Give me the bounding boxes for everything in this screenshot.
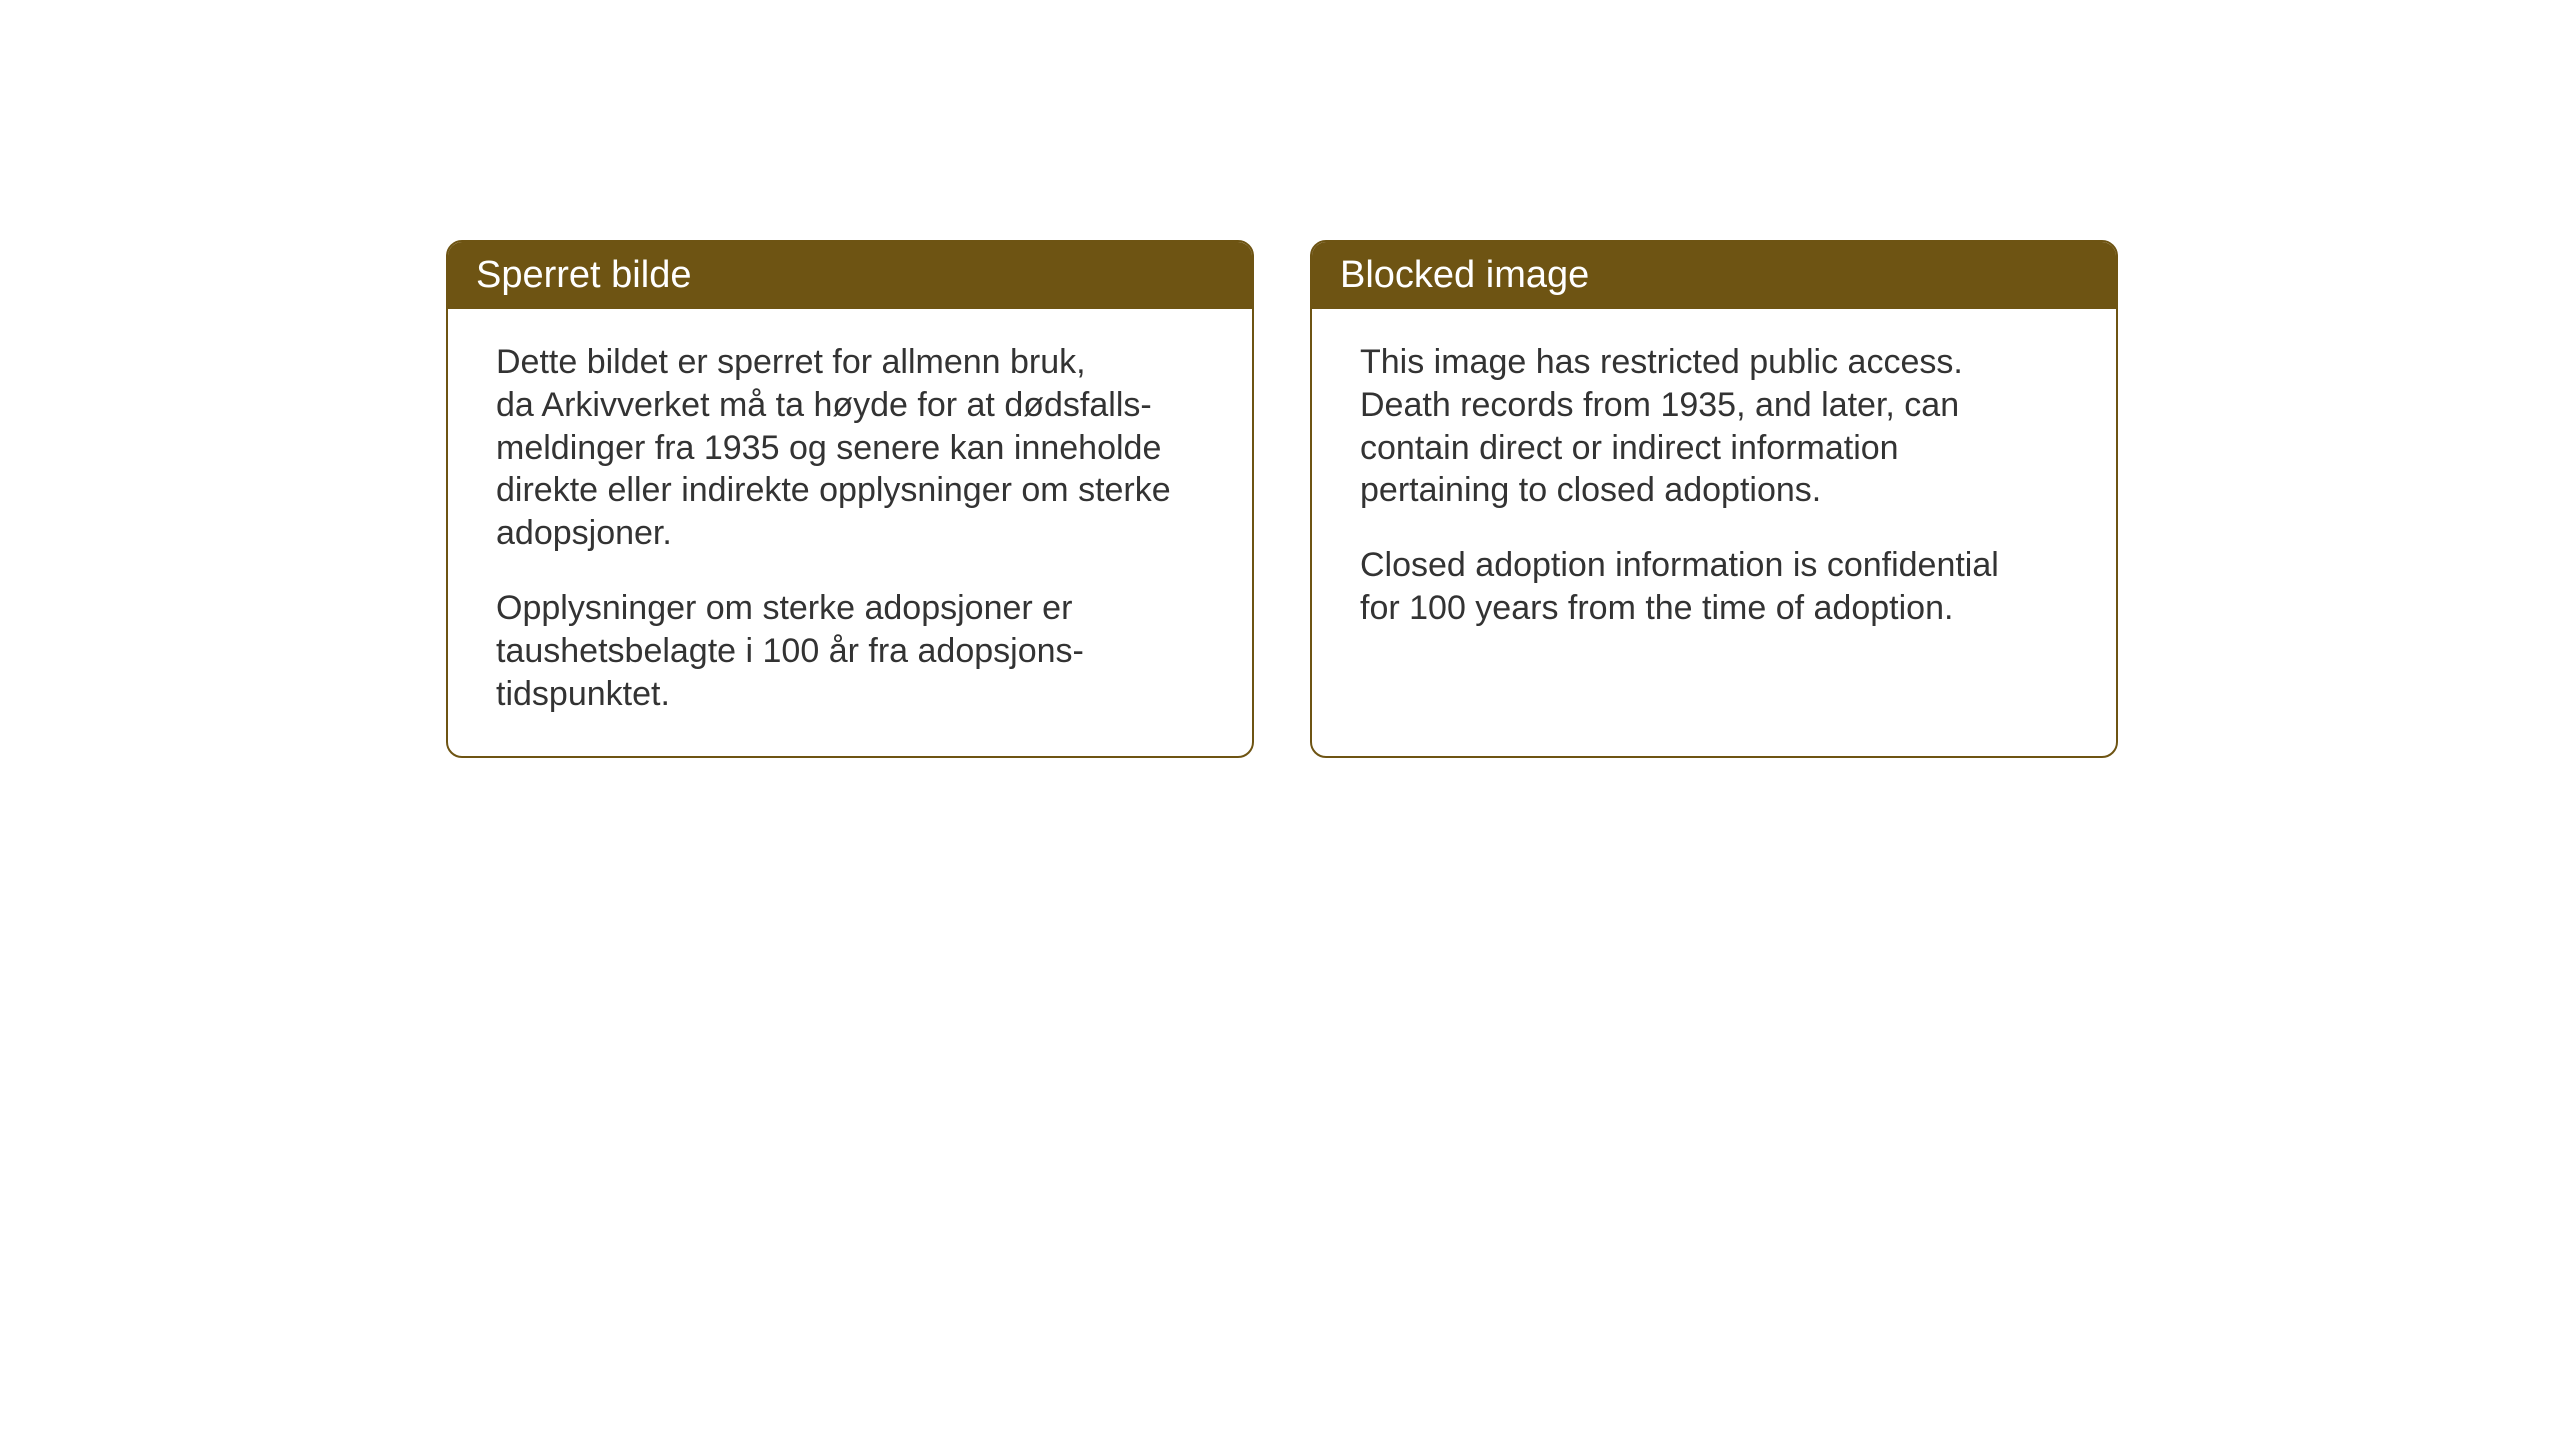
paragraph-english-2: Closed adoption information is confident… <box>1360 544 2068 630</box>
card-body-english: This image has restricted public access.… <box>1312 309 2116 710</box>
notice-container: Sperret bilde Dette bildet er sperret fo… <box>446 240 2118 758</box>
paragraph-norwegian-2: Opplysninger om sterke adopsjoner er tau… <box>496 587 1204 715</box>
notice-card-norwegian: Sperret bilde Dette bildet er sperret fo… <box>446 240 1254 758</box>
card-title-norwegian: Sperret bilde <box>476 254 691 296</box>
paragraph-english-1: This image has restricted public access.… <box>1360 341 2068 512</box>
card-title-english: Blocked image <box>1340 254 1589 296</box>
notice-card-english: Blocked image This image has restricted … <box>1310 240 2118 758</box>
card-header-norwegian: Sperret bilde <box>448 242 1252 309</box>
card-body-norwegian: Dette bildet er sperret for allmenn bruk… <box>448 309 1252 756</box>
paragraph-norwegian-1: Dette bildet er sperret for allmenn bruk… <box>496 341 1204 555</box>
card-header-english: Blocked image <box>1312 242 2116 309</box>
